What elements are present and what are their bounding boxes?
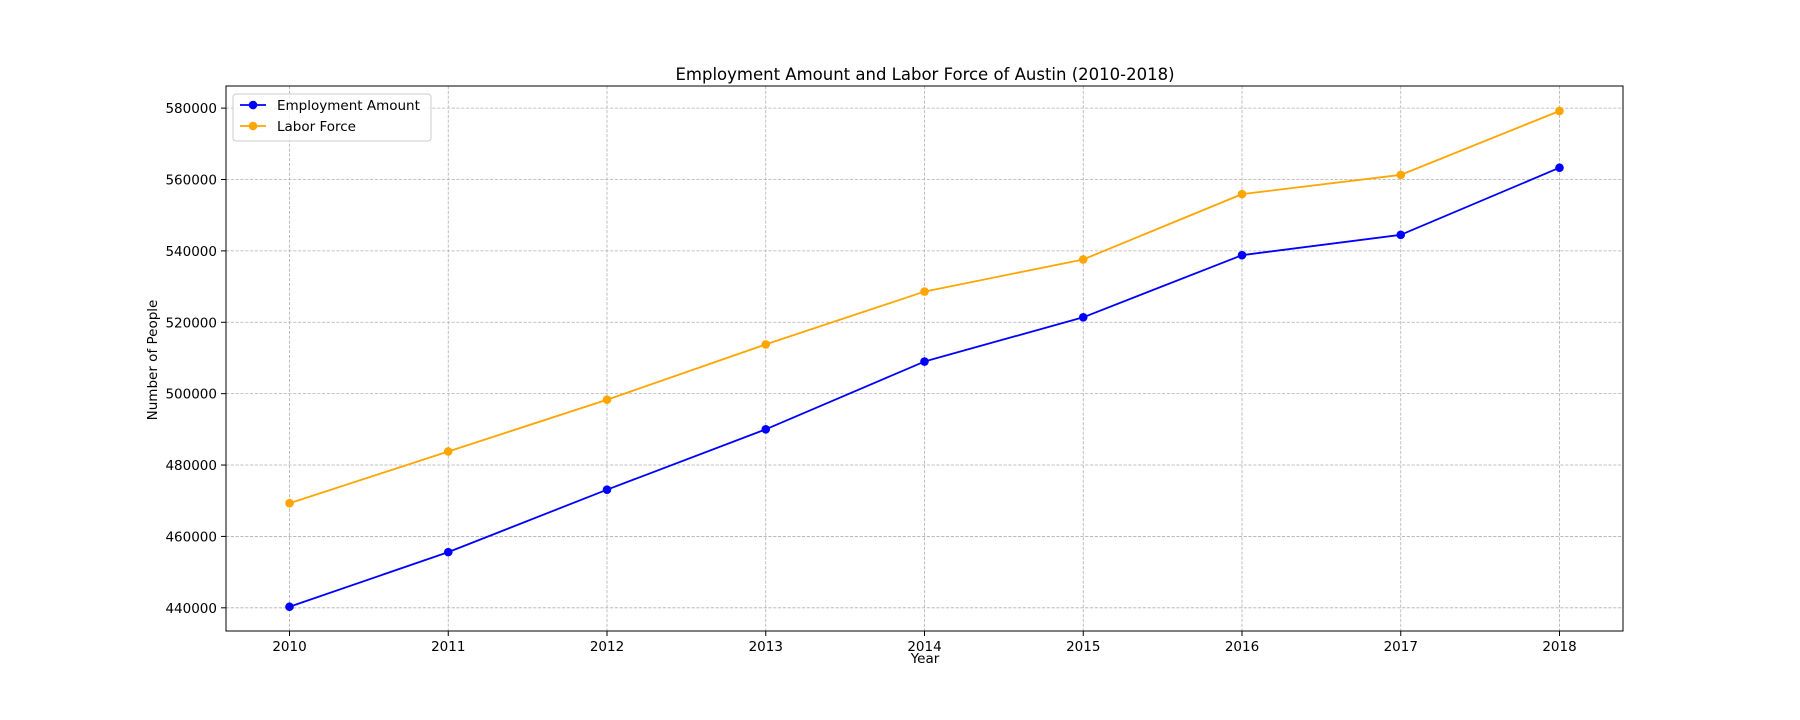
legend-label-employment: Employment Amount [277,98,420,114]
x-axis-label: Year [910,651,940,667]
y-tick-label: 520000 [165,315,217,331]
data-point-labor-force [761,340,771,349]
data-point-employment-amount [761,425,771,434]
x-tick-label: 2018 [1542,639,1576,655]
x-tick-label: 2014 [907,639,941,655]
data-point-employment-amount [443,547,453,557]
data-point-labor-force [920,287,929,296]
y-tick-label: 540000 [165,244,217,260]
legend-marker-employment [248,100,258,110]
x-tick-label: 2011 [431,639,465,655]
y-tick-label: 440000 [165,601,217,617]
data-point-labor-force [1555,106,1564,116]
legend-frame [232,93,432,142]
y-tick-label: 460000 [165,529,217,545]
y-axis-label: Number of People [145,300,161,421]
series-labor-force [285,106,1564,508]
series-employment-amount [285,163,1564,612]
data-point-employment-amount [285,602,294,612]
data-point-employment-amount [1078,312,1088,322]
x-tick-label: 2013 [749,639,783,655]
axes: 2010 2011 2012 2013 2014 2015 2016 2017 2018 4400… [165,85,1624,655]
y-tick-label: 560000 [165,173,217,189]
data-point-employment-amount [602,485,612,494]
x-tick-label: 2017 [1384,639,1418,655]
data-point-employment-amount [1555,163,1564,173]
grid [226,86,1623,631]
data-point-employment-amount [920,357,929,366]
chart-title: Employment Amount and Labor Force of Aus… [675,65,1174,84]
series-layer [285,106,1564,612]
data-point-labor-force [443,447,453,456]
legend-marker-labor-force [248,121,258,131]
data-point-labor-force [1237,189,1247,199]
data-point-employment-amount [1237,250,1247,260]
legend: Employment Amount Labor Force [232,93,432,142]
y-tick-label: 480000 [165,458,217,474]
y-tick-label: 580000 [165,101,217,117]
x-tick-label: 2015 [1066,639,1100,655]
y-tick-label: 500000 [165,387,217,403]
data-point-labor-force [1078,255,1088,264]
legend-label-labor-force: Labor Force [277,119,356,135]
x-tick-label: 2012 [590,639,624,655]
data-point-employment-amount [1396,230,1406,240]
data-point-labor-force [1396,170,1406,180]
x-tick-label: 2016 [1225,639,1259,655]
data-point-labor-force [285,498,294,508]
data-point-labor-force [602,395,612,405]
x-tick-label: 2010 [272,639,306,655]
